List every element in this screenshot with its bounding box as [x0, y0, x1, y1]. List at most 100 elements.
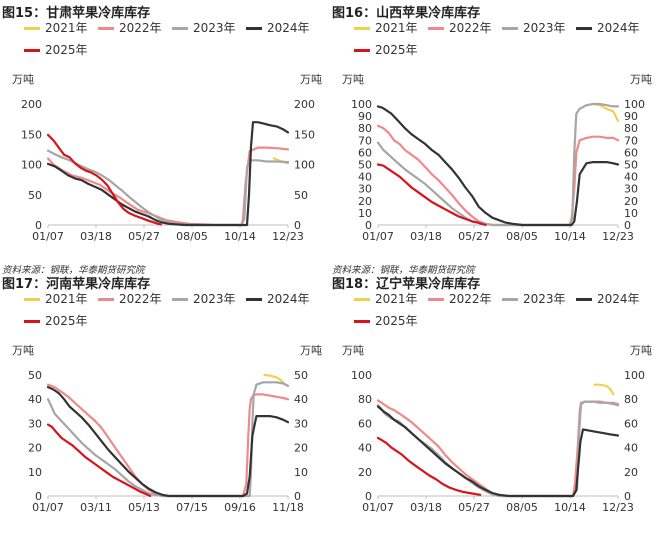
legend-swatch [354, 298, 370, 301]
legend-swatch [576, 298, 592, 301]
y-tick-label-left: 40 [28, 393, 42, 406]
y-tick-label-left: 0 [35, 490, 42, 503]
legend-swatch [24, 320, 40, 323]
x-tick-label: 03/11 [80, 501, 112, 514]
x-tick-label: 12/23 [272, 230, 304, 243]
x-tick-label: 11/18 [272, 501, 304, 514]
y-tick-label-right: 150 [294, 128, 315, 141]
chart-panel-gansu: 图15：甘肃苹果冷库库存 2021年 2022年 2023年 2024年 2025年万吨 万… [0, 0, 330, 276]
y-tick-label-left: 90 [358, 110, 372, 123]
chart-panel-henan: 图17：河南苹果冷库库存 2021年 2022年 2023年 2024年 2025年 万吨 万… [0, 271, 330, 542]
y-axis-unit-right: 万吨 [630, 344, 652, 357]
y-tick-label-right: 40 [624, 171, 638, 184]
legend-item: 2022年 [98, 19, 164, 36]
y-tick-label-right: 70 [624, 134, 638, 147]
legend-label: 2025年 [45, 314, 88, 328]
legend-swatch [24, 49, 40, 52]
legend-item: 2022年 [428, 19, 494, 36]
series-line-2023年 [46, 381, 290, 498]
legend-label: 2022年 [449, 292, 492, 306]
series-line-2024年 [376, 105, 620, 227]
legend-swatch [428, 27, 444, 30]
y-tick-label-right: 20 [624, 195, 638, 208]
legend: 2021年 2022年 2023年 2024年 2025年 [354, 290, 654, 334]
series-line-2025年 [46, 133, 162, 226]
x-tick-label: 08/05 [506, 501, 538, 514]
legend-label: 2021年 [375, 21, 418, 35]
legend: 2021年 2022年 2023年 2024年 2025年 [24, 290, 324, 334]
x-tick-label: 03/18 [410, 501, 442, 514]
series-line-2023年 [46, 149, 290, 227]
legend-item: 2025年 [24, 312, 90, 329]
legend-label: 2025年 [375, 314, 418, 328]
x-tick-label: 07/15 [176, 501, 208, 514]
legend-item: 2021年 [354, 290, 420, 307]
y-axis-unit-right: 万吨 [300, 73, 322, 86]
y-tick-label-right: 30 [294, 417, 308, 430]
legend-label: 2022年 [119, 21, 162, 35]
figure-title: 图18：辽宁苹果冷库库存 [332, 277, 481, 292]
y-tick-label-left: 20 [358, 466, 372, 479]
y-tick-label-left: 50 [28, 189, 42, 202]
series-line-2023年 [376, 400, 620, 498]
y-axis-unit-right: 万吨 [300, 344, 322, 357]
y-tick-label-right: 40 [294, 393, 308, 406]
legend-item: 2023年 [172, 19, 238, 36]
y-tick-label-left: 30 [358, 183, 372, 196]
source-note: 资料来源：钢联，华泰期货研究院 [332, 265, 475, 276]
x-tick-label: 10/14 [224, 230, 256, 243]
legend-item: 2025年 [24, 41, 90, 58]
y-tick-label-right: 100 [624, 98, 645, 111]
figure-title: 图17：河南苹果冷库库存 [2, 277, 151, 292]
legend-item: 2023年 [172, 290, 238, 307]
figure-title: 图15：甘肃苹果冷库库存 [2, 6, 151, 21]
legend-label: 2024年 [267, 292, 310, 306]
y-axis-unit-left: 万吨 [12, 73, 34, 86]
y-tick-label-right: 10 [624, 207, 638, 220]
x-tick-label: 08/05 [506, 230, 538, 243]
y-tick-label-left: 50 [28, 369, 42, 382]
legend-swatch [24, 27, 40, 30]
y-tick-label-right: 20 [294, 442, 308, 455]
legend-label: 2024年 [267, 21, 310, 35]
legend-label: 2021年 [375, 292, 418, 306]
legend-swatch [246, 298, 262, 301]
legend-label: 2023年 [193, 21, 236, 35]
figure-title: 图16：山西苹果冷库库存 [332, 6, 481, 21]
y-tick-label-right: 60 [624, 417, 638, 430]
series-line-2024年 [46, 121, 290, 227]
x-tick-label: 10/14 [554, 501, 586, 514]
legend-label: 2023年 [523, 21, 566, 35]
legend: 2021年 2022年 2023年 2024年 2025年 [354, 19, 654, 63]
y-tick-label-left: 100 [351, 98, 372, 111]
chart-svg: 0 0 50 50 100 100 150 150 200 200 01/07 03/18 05/27 0… [21, 98, 315, 243]
x-tick-label: 03/18 [80, 230, 112, 243]
y-tick-label-left: 20 [28, 442, 42, 455]
series-line-2021年 [593, 383, 615, 396]
series-line-2023年 [376, 102, 620, 227]
series-line-2025年 [376, 436, 482, 496]
y-tick-label-right: 30 [624, 183, 638, 196]
legend-swatch [246, 27, 262, 30]
y-tick-label-left: 50 [358, 159, 372, 172]
y-tick-label-right: 60 [624, 146, 638, 159]
y-axis-unit-left: 万吨 [342, 73, 364, 86]
legend-item: 2025年 [354, 41, 420, 58]
y-tick-label-left: 200 [21, 98, 42, 111]
x-tick-label: 01/07 [362, 501, 394, 514]
y-tick-label-left: 0 [365, 490, 372, 503]
y-tick-label-right: 20 [624, 466, 638, 479]
legend-label: 2025年 [45, 43, 88, 57]
series-line-2024年 [46, 385, 290, 498]
legend-label: 2025年 [375, 43, 418, 57]
x-tick-label: 03/18 [410, 230, 442, 243]
legend-swatch [172, 298, 188, 301]
x-tick-label: 12/23 [602, 501, 634, 514]
legend-item: 2023年 [502, 19, 568, 36]
chart-panel-shanxi: 图16：山西苹果冷库库存 2021年 2022年 2023年 2024年 2025年 万吨 万… [330, 0, 660, 276]
series-line-2025年 [46, 423, 152, 498]
legend-item: 2021年 [24, 19, 90, 36]
y-axis-unit-left: 万吨 [12, 344, 34, 357]
legend-label: 2021年 [45, 292, 88, 306]
x-tick-label: 12/23 [602, 230, 634, 243]
